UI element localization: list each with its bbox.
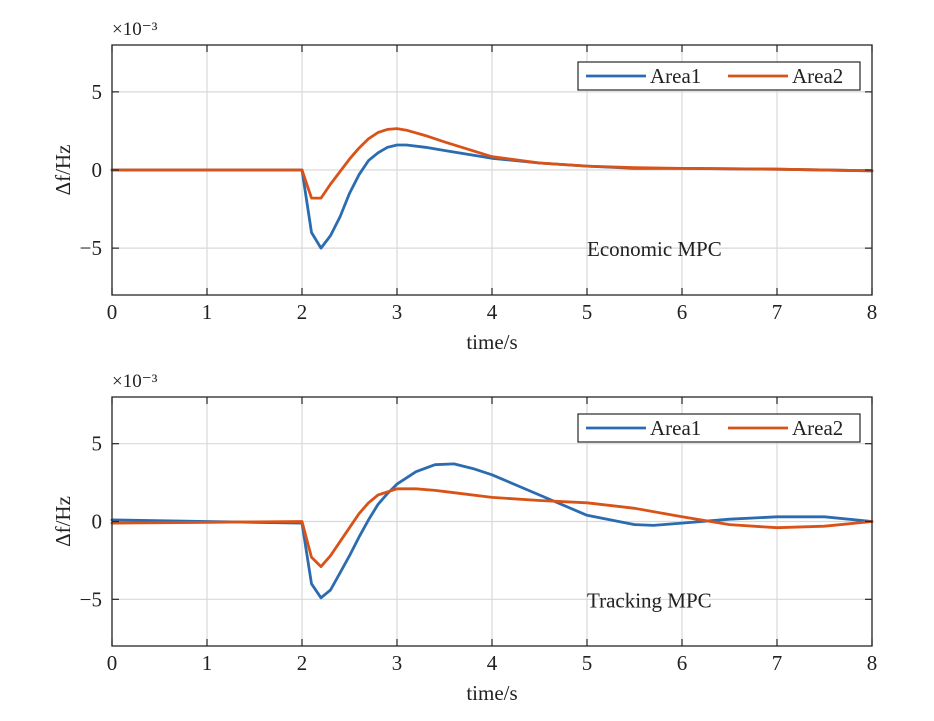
panel-annotation: Tracking MPC [587, 588, 712, 612]
legend: Area1 Area2 [577, 61, 861, 91]
x-axis-title: time/s [466, 681, 517, 705]
y-tick-label: 0 [92, 158, 103, 182]
x-tick-label: 0 [107, 651, 118, 675]
legend-label-area1: Area1 [650, 416, 701, 440]
x-tick-label: 6 [677, 651, 688, 675]
legend: Area1 Area2 [577, 413, 861, 443]
x-tick-label: 6 [677, 300, 688, 324]
chart-panel-2: 0 1 2 3 4 5 6 7 8 −5 0 5 ×10⁻³ time/s Δf/Hz Tracking MP… [51, 371, 877, 705]
legend-label-area1: Area1 [650, 64, 701, 88]
x-tick-label: 3 [392, 300, 403, 324]
x-axis-title: time/s [466, 330, 517, 354]
chart-panel-1: 0 1 2 3 4 5 6 7 8 −5 0 5 ×10⁻³ time/s Δf/Hz Economic MP… [51, 19, 877, 354]
x-tick-label: 8 [867, 300, 878, 324]
y-axis-title: Δf/Hz [51, 145, 75, 196]
x-tick-label: 4 [487, 300, 498, 324]
y-tick-label: −5 [80, 587, 102, 611]
y-scale-label: ×10⁻³ [112, 371, 158, 392]
x-tick-label: 4 [487, 651, 498, 675]
series-line-area2 [110, 487, 874, 568]
y-tick-label: 0 [92, 510, 103, 534]
y-scale-label: ×10⁻³ [112, 19, 158, 40]
y-tick-label: 5 [92, 80, 103, 104]
y-tick-label: −5 [80, 236, 102, 260]
x-tick-label: 7 [772, 300, 783, 324]
legend-label-area2: Area2 [792, 64, 843, 88]
legend-label-area2: Area2 [792, 416, 843, 440]
x-tick-label: 1 [202, 651, 213, 675]
y-tick-label: 5 [92, 432, 103, 456]
panel-annotation: Economic MPC [587, 237, 722, 261]
x-tick-label: 2 [297, 651, 308, 675]
x-tick-label: 0 [107, 300, 118, 324]
series-line-area1 [110, 462, 874, 600]
series-line-area2 [110, 127, 874, 200]
x-tick-label: 5 [582, 300, 593, 324]
x-tick-label: 3 [392, 651, 403, 675]
x-tick-label: 2 [297, 300, 308, 324]
x-tick-label: 8 [867, 651, 878, 675]
x-tick-label: 1 [202, 300, 213, 324]
x-tick-label: 5 [582, 651, 593, 675]
y-axis-title: Δf/Hz [51, 496, 75, 547]
x-tick-label: 7 [772, 651, 783, 675]
